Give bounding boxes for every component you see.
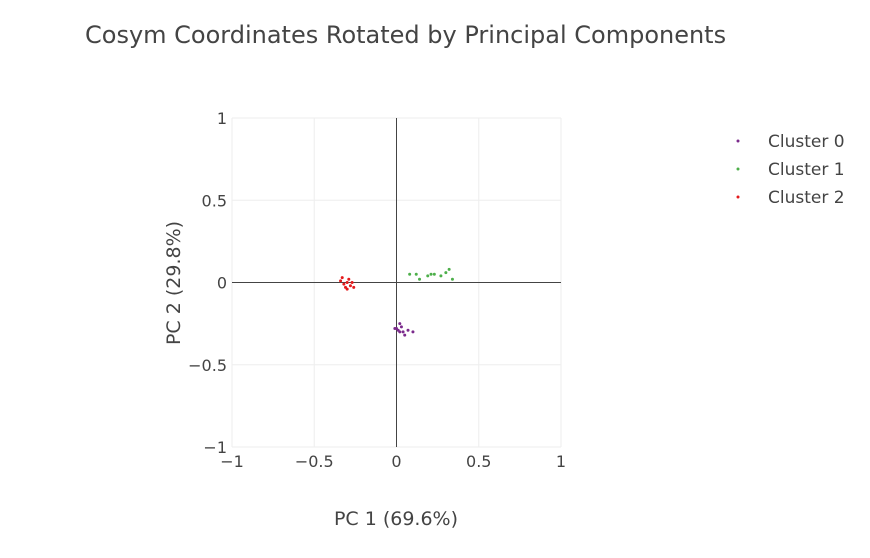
cluster-0-point — [399, 325, 403, 329]
legend[interactable]: Cluster 0 Cluster 1 Cluster 2 — [736, 132, 845, 208]
legend-label: Cluster 1 — [768, 160, 845, 180]
cluster-0-point — [406, 328, 410, 332]
x-tick-label: 0.5 — [466, 452, 491, 471]
y-tick-label: −1 — [203, 438, 227, 457]
cluster-1-point — [444, 271, 448, 275]
cluster-2-point — [345, 287, 349, 291]
cluster-1-point — [418, 277, 422, 281]
cluster-0-point — [398, 330, 402, 334]
chart-title: Cosym Coordinates Rotated by Principal C… — [85, 21, 726, 49]
cluster-2-point — [339, 279, 343, 283]
legend-item-cluster-1[interactable]: Cluster 1 — [736, 160, 845, 180]
legend-marker — [736, 167, 740, 171]
cluster-2-point — [340, 276, 344, 280]
legend-marker — [736, 139, 740, 143]
cluster-0-point — [398, 322, 402, 326]
cluster-1-point — [439, 274, 443, 278]
x-tick-label: 1 — [556, 452, 566, 471]
x-axis-title: PC 1 (69.6%) — [334, 508, 458, 530]
legend-item-cluster-0[interactable]: Cluster 0 — [736, 132, 845, 152]
legend-item-cluster-2[interactable]: Cluster 2 — [736, 188, 845, 208]
cluster-0-point — [401, 330, 405, 334]
legend-marker — [736, 195, 740, 199]
cluster-0-point — [411, 330, 415, 334]
cluster-1-point — [450, 277, 454, 281]
y-tick-label: 0.5 — [202, 191, 227, 210]
y-axis-ticks: −1 −0.5 0 0.5 1 — [188, 109, 227, 457]
cluster-1-point — [426, 274, 430, 278]
cluster-2-point — [352, 285, 356, 289]
cluster-1-point — [414, 272, 418, 276]
cluster-2-point — [345, 281, 349, 284]
cluster-1-point — [432, 272, 436, 276]
cluster-1-point — [429, 272, 433, 276]
cluster-1-point — [447, 267, 451, 271]
cluster-2-point — [350, 281, 354, 284]
cluster-2-point — [348, 284, 352, 288]
cluster-2-point — [342, 282, 346, 286]
x-tick-label: −0.5 — [295, 452, 334, 471]
zero-lines — [232, 118, 561, 447]
cluster-0-point — [403, 333, 407, 337]
legend-label: Cluster 2 — [768, 188, 845, 208]
x-axis-ticks: −1 −0.5 0 0.5 1 — [220, 452, 566, 471]
cluster-2-point — [347, 277, 351, 281]
scatter-points — [339, 267, 454, 337]
y-axis-title: PC 2 (29.8%) — [163, 221, 185, 345]
y-tick-label: 0 — [217, 274, 227, 293]
cluster-1-point — [408, 272, 412, 276]
cluster-0-point — [393, 327, 397, 331]
legend-label: Cluster 0 — [768, 132, 845, 152]
y-tick-label: −0.5 — [188, 356, 227, 375]
x-tick-label: −1 — [220, 452, 244, 471]
y-tick-label: 1 — [217, 109, 227, 128]
x-tick-label: 0 — [391, 452, 401, 471]
